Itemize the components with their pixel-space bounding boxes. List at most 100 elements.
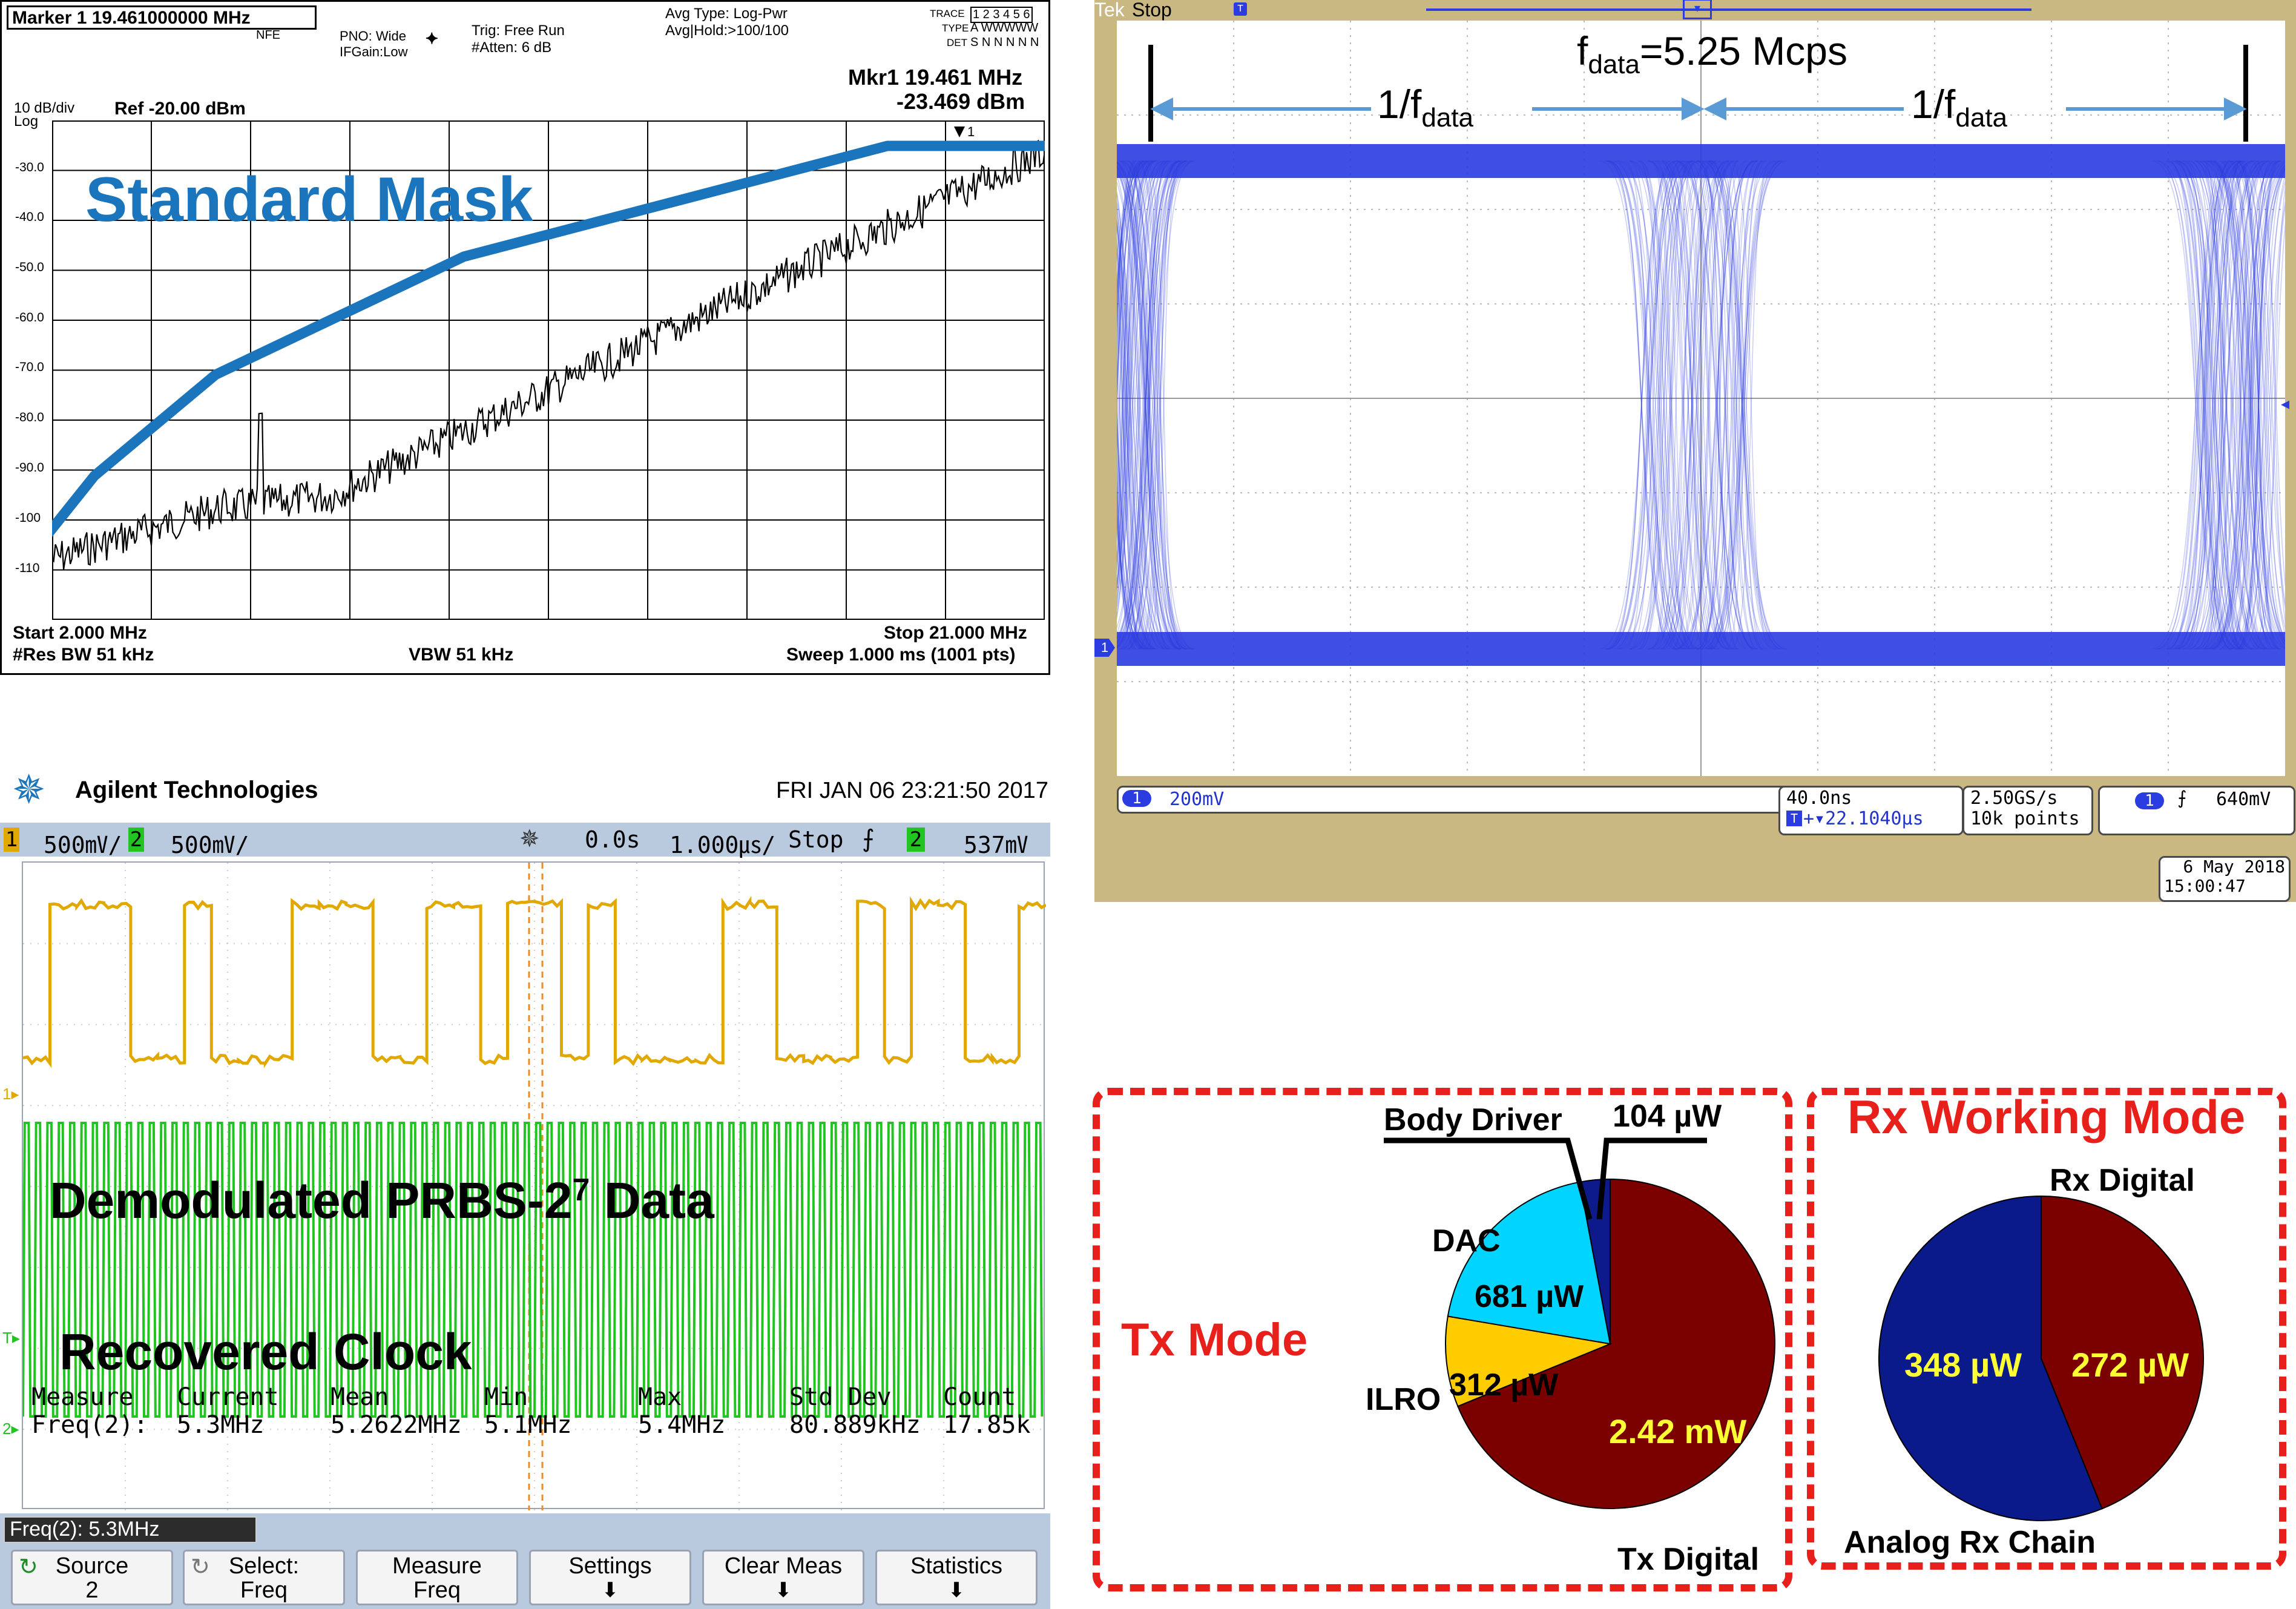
- eye-transition: [2238, 174, 2285, 650]
- eye-transition: [2152, 160, 2240, 650]
- eye-transition: [1599, 160, 1684, 650]
- eye-transition: [1672, 160, 1712, 650]
- ch1-ground-marker-icon: 1▸: [2, 1085, 19, 1103]
- period-label-text: 1/f: [1377, 82, 1422, 127]
- eye-transition: [1117, 513, 1152, 650]
- eye-transition: [2205, 162, 2285, 650]
- eye-transition: [2176, 160, 2231, 650]
- eye-transition: [1698, 160, 1737, 650]
- meas-header: Count: [943, 1383, 1016, 1411]
- eye-transition: [1117, 160, 1186, 648]
- ch2-indicator[interactable]: 2: [128, 828, 144, 852]
- softkey-select[interactable]: ↻ Select: Freq: [183, 1550, 345, 1605]
- eye-transition: [1117, 160, 1166, 645]
- eye-transition: [1731, 160, 1772, 650]
- softkey-measure[interactable]: Measure Freq: [356, 1550, 518, 1605]
- eye-transition: [1125, 160, 1194, 650]
- eye-transition: [2230, 165, 2285, 650]
- meas-header: Mean: [331, 1383, 389, 1411]
- eye-transition: [2194, 160, 2260, 650]
- eye-transition: [1128, 160, 1165, 650]
- eye-transition: [1117, 160, 1168, 611]
- eye-transition: [2211, 162, 2285, 650]
- softkey-settings[interactable]: Settings ⬇: [529, 1550, 691, 1605]
- eye-transition: [1702, 160, 1786, 650]
- eye-transition: [1611, 160, 1699, 650]
- acquisition-box[interactable]: 2.50GS/s 10k points: [1962, 786, 2093, 835]
- eye-transition: [1117, 512, 1143, 650]
- eye-transition: [1117, 235, 1154, 650]
- marker-entry-field[interactable]: Marker 1 19.461000000 MHz: [7, 5, 317, 30]
- eye-transition: [1685, 160, 1731, 650]
- softkey-clear-meas[interactable]: Clear Meas ⬇: [702, 1550, 864, 1605]
- atten-label: #Atten: 6 dB: [472, 39, 552, 56]
- eye-transition: [1605, 160, 1694, 650]
- eye-transition: [1117, 166, 1181, 650]
- eye-transition: [1128, 160, 1168, 650]
- tx-power-pie: [1445, 1178, 1775, 1509]
- eye-transition: [1688, 160, 1746, 650]
- marker-readout-label: Mkr1 19.461 MHz: [848, 65, 1023, 90]
- ch1-indicator[interactable]: 1: [4, 828, 19, 852]
- eye-transition: [2238, 160, 2279, 650]
- eye-transition: [1628, 160, 1699, 650]
- eye-transition: [1117, 160, 1142, 320]
- softkey-line1: Source: [55, 1553, 129, 1579]
- eye-transition: [2197, 160, 2269, 650]
- sweep-label: Sweep 1.000 ms (1001 pts): [786, 645, 1016, 665]
- softkey-statistics[interactable]: Statistics ⬇: [875, 1550, 1038, 1605]
- eye-transition: [1138, 160, 1183, 650]
- eye-transition: [1117, 160, 1156, 531]
- timebase-box[interactable]: 40.0ns T +▾22.1040µs: [1778, 786, 1964, 835]
- eye-transition: [2168, 160, 2226, 650]
- eye-transition: [2177, 160, 2252, 650]
- ref-level-label: Ref -20.00 dBm: [114, 99, 246, 119]
- trigger-box[interactable]: 1 ⨍ 640mV: [2098, 786, 2295, 835]
- eye-transition: [2179, 160, 2246, 650]
- eye-transition: [2219, 160, 2279, 650]
- trigger-source[interactable]: 2: [907, 828, 925, 852]
- eye-transition: [1630, 160, 1710, 650]
- eye-transition: [1117, 216, 1163, 650]
- eye-transition: [1647, 160, 1729, 650]
- eye-transition: [1120, 160, 1190, 650]
- eye-transition: [1608, 160, 1685, 650]
- ch1-scale-box[interactable]: 1 200mV: [1117, 786, 1804, 814]
- run-state[interactable]: Stop: [788, 826, 844, 853]
- eye-transition: [2255, 185, 2285, 650]
- eye-transition: [1117, 244, 1145, 650]
- eye-transition: [1142, 160, 1180, 650]
- eye-transition: [1696, 160, 1754, 650]
- eye-transition: [1617, 160, 1682, 650]
- tek-brand-fragment: Tek: [1094, 0, 1125, 21]
- eye-transition: [2241, 204, 2285, 650]
- eye-transition: [1607, 160, 1693, 650]
- eye-transition: [1701, 160, 1738, 650]
- eye-transition: [1647, 160, 1729, 650]
- eye-transition: [1700, 160, 1739, 650]
- eye-transition: [1117, 165, 1181, 650]
- eye-transition: [1625, 160, 1671, 650]
- measurement-table: Measure Current Mean Min Max Std Dev Cou…: [23, 1383, 1046, 1450]
- y-tick-labels: -30.0 -40.0 -50.0 -60.0 -70.0 -80.0 -90.…: [15, 160, 51, 596]
- analog-rx-value: 348 µW: [1904, 1346, 2022, 1384]
- eye-transition: [2250, 222, 2285, 650]
- dac-name: DAC: [1432, 1223, 1501, 1259]
- eye-transition: [1137, 160, 1177, 650]
- eye-transition: [2183, 160, 2269, 650]
- eye-transition: [1128, 160, 1168, 650]
- eye-transition: [1638, 160, 1685, 650]
- eye-transition: [2203, 160, 2242, 650]
- softkey-source[interactable]: ↻ Source 2: [11, 1550, 173, 1605]
- eye-transition: [2166, 160, 2239, 650]
- period-label-sub: data: [1955, 103, 2008, 133]
- eye-transition: [1127, 160, 1187, 650]
- agilent-brand: Agilent Technologies: [75, 777, 318, 803]
- eye-transition: [1682, 160, 1734, 650]
- eye-transition: [1677, 160, 1729, 650]
- trigger-slope-icon: ⨍: [862, 826, 875, 852]
- ch1-badge: 1: [1122, 790, 1151, 807]
- eye-transition: [1117, 171, 1188, 650]
- eye-transition: [1117, 160, 1145, 312]
- source-cycle-icon: ↻: [19, 1555, 38, 1580]
